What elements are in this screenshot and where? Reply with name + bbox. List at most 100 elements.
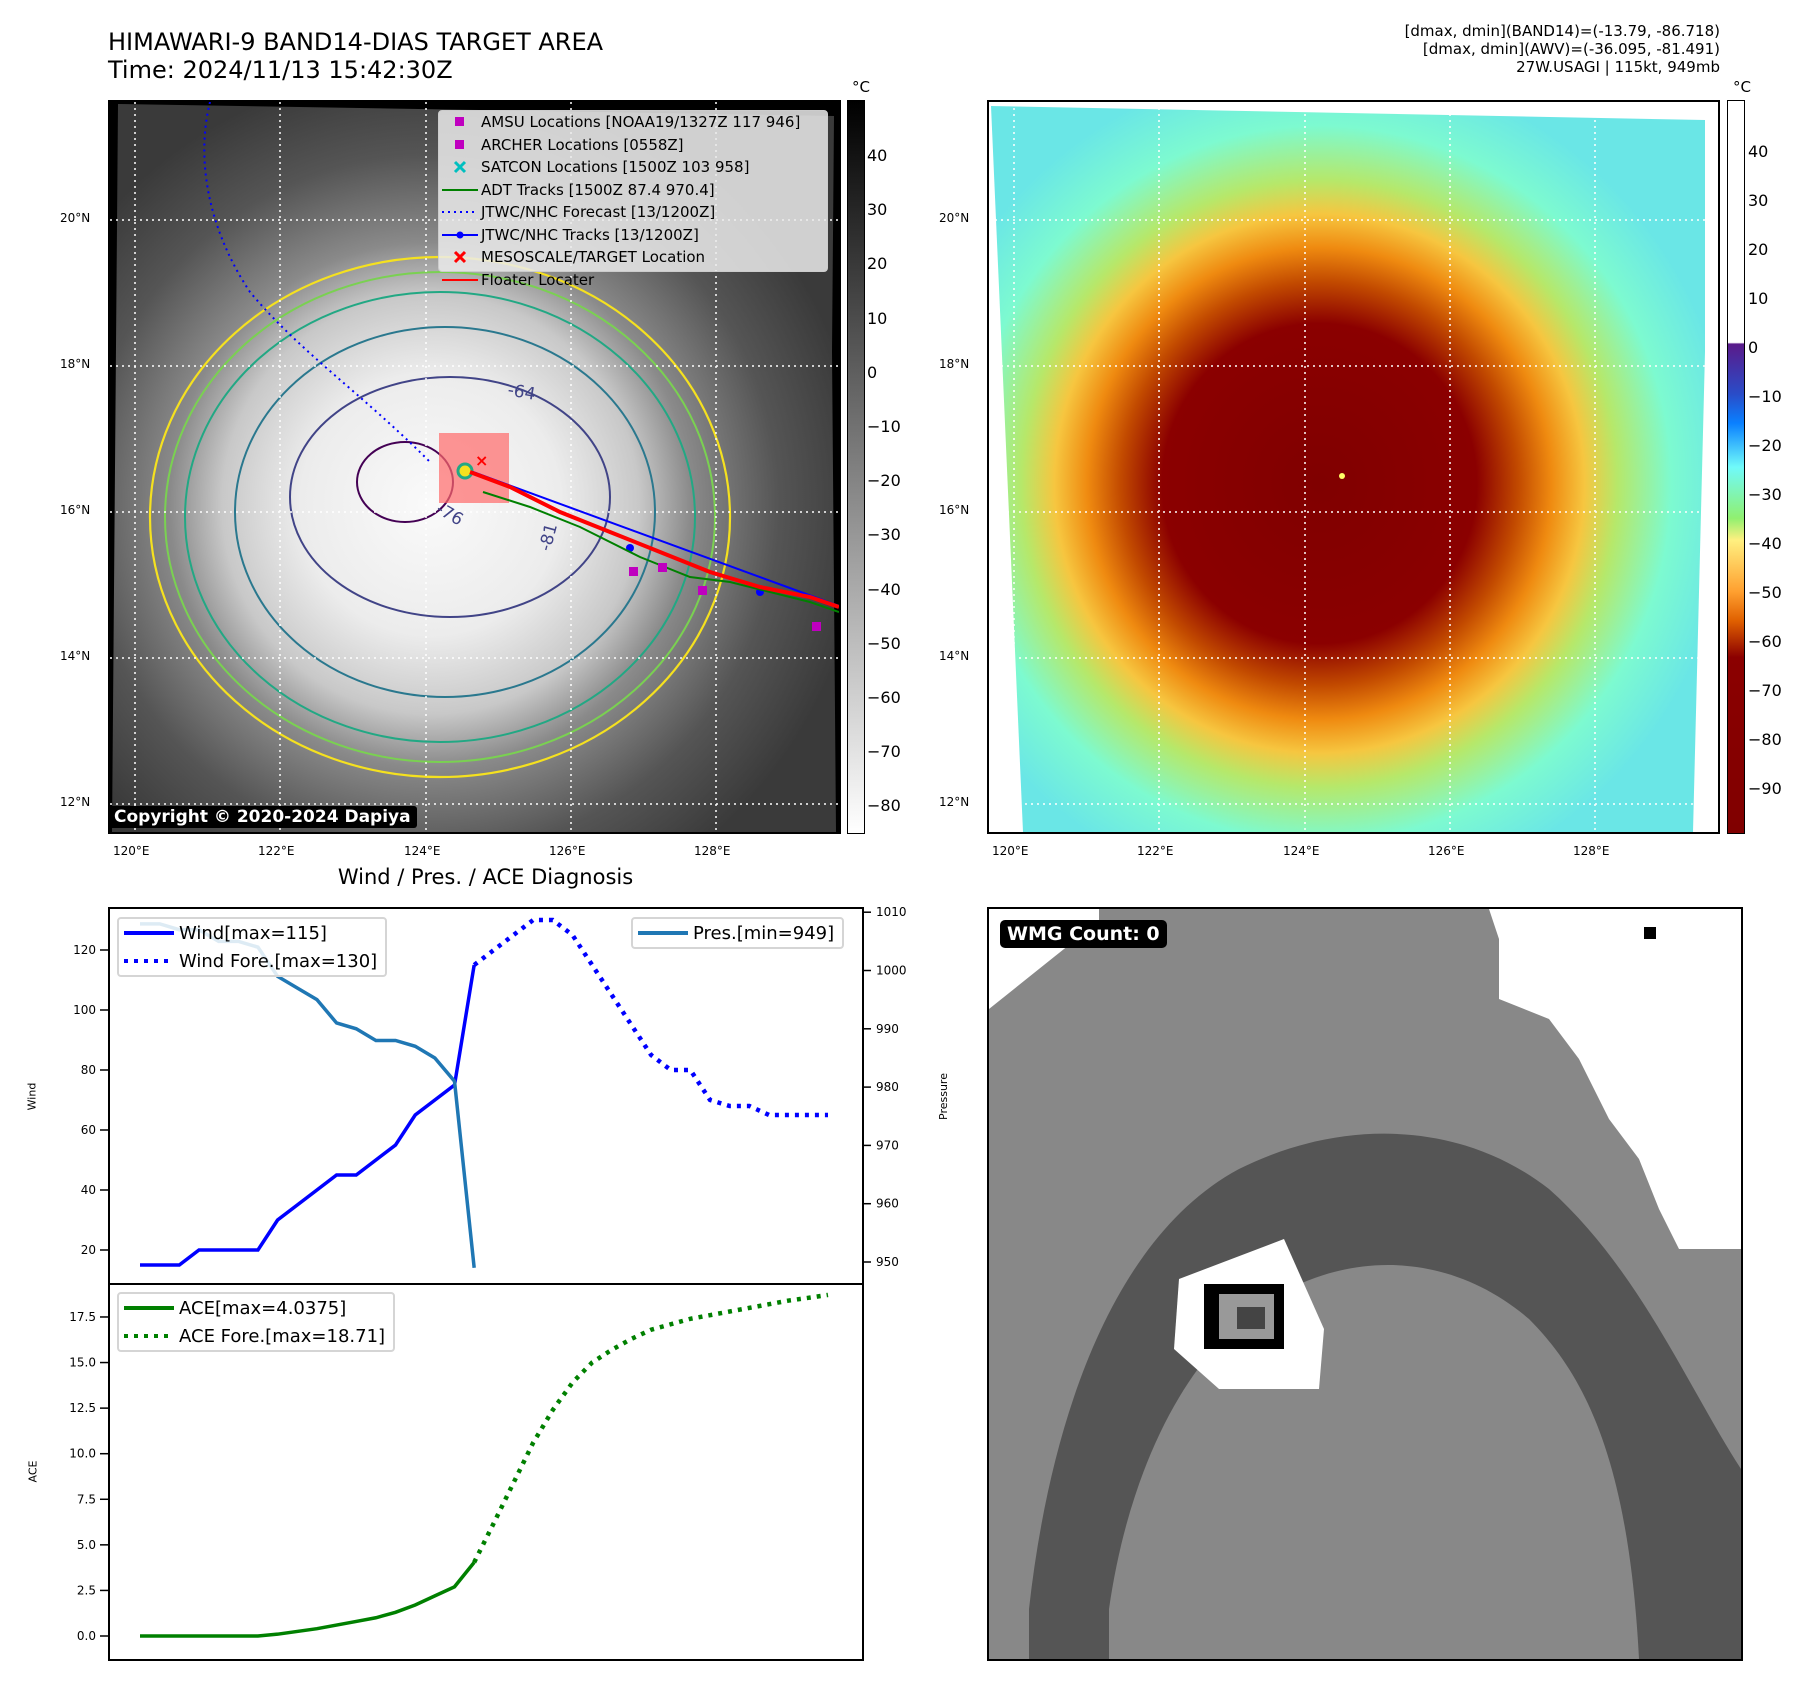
ace-legend: ACE[max=4.0375] ACE Fore.[max=18.71]: [117, 1292, 396, 1352]
jtwc-forecast-track: [203, 102, 431, 463]
lat-label: 16°N: [60, 503, 91, 517]
legend-ace-forecast: ACE Fore.[max=18.71]: [179, 1325, 386, 1347]
colorbar-tick: 20: [1748, 240, 1769, 259]
lon-label: 124°E: [404, 844, 441, 858]
ace-ytick-label: 12.5: [69, 1401, 96, 1415]
colorbar-tick: 40: [867, 146, 888, 165]
lon-label: 126°E: [1428, 844, 1465, 858]
colorbar-tick: −80: [1748, 730, 1782, 749]
colorbar-tick: −10: [867, 417, 901, 436]
ace-ytick-label: 0.0: [77, 1629, 96, 1643]
colorbar-tick: −60: [867, 688, 901, 707]
lon-label: 124°E: [1283, 844, 1320, 858]
legend-wind: Wind[max=115]: [179, 922, 327, 944]
wind-ytick-label: 120: [73, 943, 96, 957]
legend-wind-forecast: Wind Fore.[max=130]: [179, 950, 378, 972]
legend-item: ARCHER Locations [0558Z]: [439, 134, 827, 157]
legend-symbol-icon: [439, 134, 481, 157]
wind-legend: Wind[max=115] Wind Fore.[max=130]: [117, 917, 388, 977]
colorbar-tick: −50: [1748, 583, 1782, 602]
legend-item: SATCON Locations [1500Z 103 958]: [439, 156, 827, 179]
ace-ytick-label: 17.5: [69, 1310, 96, 1324]
wmg-panel: [987, 907, 1743, 1661]
right-colorbar-unit: °C: [1733, 78, 1751, 96]
right-colorbar: [1727, 100, 1745, 834]
colorbar-tick: 40: [1748, 142, 1769, 161]
colorbar-tick: 0: [867, 362, 878, 382]
colorbar-tick: 30: [1748, 191, 1769, 210]
lon-label: 126°E: [549, 844, 586, 858]
legend-label: JTWC/NHC Forecast [13/1200Z]: [481, 203, 716, 222]
mesoscale-target-box: [439, 433, 509, 503]
floater-locater-track: [469, 470, 839, 609]
eye-warm-spot: [1339, 473, 1345, 479]
lon-label: 120°E: [992, 844, 1029, 858]
colorbar-tick: 10: [867, 308, 888, 328]
legend-symbol-icon: [439, 246, 481, 269]
pressure-ytick-label: 1010: [876, 905, 907, 919]
colorbar-tick: −70: [867, 742, 901, 762]
target-marker-x: ×: [475, 451, 488, 470]
lat-label: 14°N: [939, 649, 970, 663]
legend-item: Floater Locater: [439, 269, 827, 292]
colorbar-tick: −50: [867, 633, 901, 653]
legend-symbol-icon: [439, 111, 481, 134]
wind-ytick-label: 20: [81, 1243, 96, 1257]
legend-symbol-icon: [439, 224, 481, 247]
legend-pressure: Pres.[min=949]: [693, 922, 835, 944]
legend-item: MESOSCALE/TARGET Location: [439, 246, 827, 269]
jtwc-track: [472, 471, 839, 607]
legend-label: AMSU Locations [NOAA19/1327Z 117 946]: [481, 113, 801, 132]
wmg-count-badge: WMG Count: 0: [1000, 920, 1167, 948]
colorbar-tick: −20: [1748, 436, 1782, 455]
legend-ace: ACE[max=4.0375]: [179, 1297, 347, 1319]
lat-label: 14°N: [60, 649, 91, 663]
map-legend: AMSU Locations [NOAA19/1327Z 117 946] ARC…: [438, 110, 828, 289]
lat-label: 16°N: [939, 503, 970, 517]
right-awv-map: [987, 100, 1720, 834]
wind-ytick-label: 60: [81, 1123, 96, 1137]
copyright-badge: Copyright © 2020-2024 Dapiya: [108, 806, 417, 828]
left-colorbar-unit: °C: [852, 78, 870, 96]
colorbar-tick: −10: [1748, 387, 1782, 406]
ace-axis-label: ACE: [26, 1460, 40, 1483]
wind-ytick-label: 100: [73, 1003, 96, 1017]
pressure-legend: Pres.[min=949]: [631, 917, 845, 949]
colorbar-tick: −20: [867, 471, 901, 491]
colorbar-tick: −40: [867, 579, 901, 599]
legend-symbol-icon: [439, 179, 481, 202]
pressure-axis-label: Pressure: [936, 1073, 950, 1120]
lon-label: 122°E: [258, 844, 295, 858]
colorbar-tick: 0: [1748, 338, 1759, 357]
ace-ytick-label: 10.0: [69, 1447, 96, 1461]
wind-ytick-label: 80: [81, 1063, 96, 1077]
diagnosis-title: Wind / Pres. / ACE Diagnosis: [337, 865, 634, 889]
legend-symbol-icon: [439, 156, 481, 179]
legend-label: SATCON Locations [1500Z 103 958]: [481, 158, 750, 177]
info-line-3: 27W.USAGI | 115kt, 949mb: [1516, 58, 1720, 76]
colorbar-tick: −30: [867, 525, 901, 545]
pressure-ytick-label: 1000: [876, 964, 907, 978]
legend-symbol-icon: [439, 201, 481, 224]
ace-ytick-label: 5.0: [77, 1538, 96, 1552]
pressure-ytick-label: 950: [876, 1255, 899, 1269]
wmg-imagery: [989, 909, 1741, 1659]
lon-label: 128°E: [1573, 844, 1610, 858]
left-colorbar: [847, 100, 865, 834]
lat-label: 18°N: [939, 357, 970, 371]
ace-ytick-label: 2.5: [77, 1583, 96, 1597]
lat-label: 12°N: [939, 795, 970, 809]
legend-label: JTWC/NHC Tracks [13/1200Z]: [481, 225, 699, 244]
legend-item: JTWC/NHC Tracks [13/1200Z]: [439, 224, 827, 247]
legend-item: ADT Tracks [1500Z 87.4 970.4]: [439, 179, 827, 202]
colorbar-tick: 30: [867, 200, 888, 220]
ace-chart: [108, 1283, 864, 1661]
lat-label: 20°N: [939, 211, 970, 225]
contour-label: -64: [506, 380, 537, 405]
colorbar-tick: −80: [867, 796, 901, 816]
info-line-1: [dmax, dmin](BAND14)=(-13.79, -86.718): [1404, 22, 1720, 40]
colorbar-tick: −60: [1748, 632, 1782, 651]
lat-label: 18°N: [60, 357, 91, 371]
title-line-2: Time: 2024/11/13 15:42:30Z: [108, 56, 453, 84]
lon-label: 120°E: [113, 844, 150, 858]
